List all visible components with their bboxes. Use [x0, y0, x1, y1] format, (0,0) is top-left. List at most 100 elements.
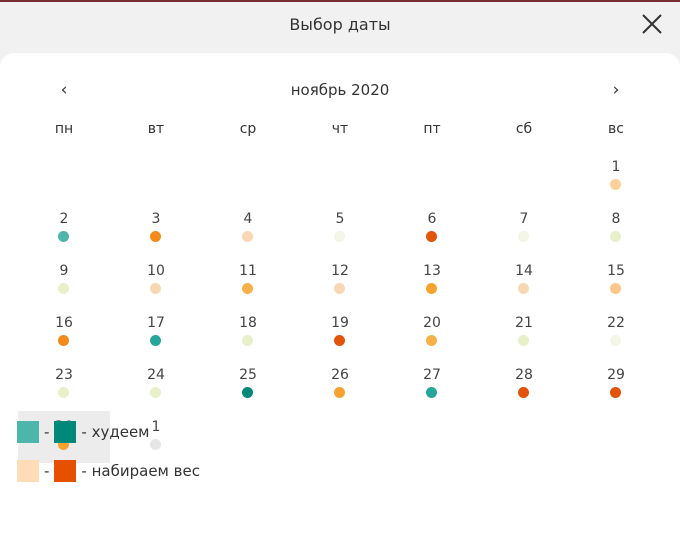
legend-swatch-light [17, 421, 39, 443]
day-indicator-dot [58, 439, 69, 450]
day-number: 2 [59, 211, 69, 227]
day-cell[interactable]: 14 [478, 255, 570, 307]
day-indicator-dot [334, 283, 345, 294]
day-cell[interactable]: 19 [294, 307, 386, 359]
day-cell[interactable]: 26 [294, 359, 386, 411]
day-indicator-dot [518, 335, 529, 346]
day-cell[interactable]: 20 [386, 307, 478, 359]
weekday-label: пт [423, 121, 441, 137]
day-indicator-dot [334, 231, 345, 242]
day-cell[interactable]: 1 [570, 151, 662, 203]
day-cell[interactable]: 24 [110, 359, 202, 411]
day-cell[interactable]: 15 [570, 255, 662, 307]
weekday-label: чт [331, 121, 349, 137]
day-cell[interactable]: 5 [294, 203, 386, 255]
day-indicator-dot [426, 283, 437, 294]
day-number: 6 [427, 211, 437, 227]
day-cell[interactable]: 4 [202, 203, 294, 255]
day-indicator-dot [610, 231, 621, 242]
day-cell[interactable]: 22 [570, 307, 662, 359]
day-number: 7 [519, 211, 529, 227]
legend-lose-weight: - - худеем [17, 421, 150, 443]
weekday-label: вс [608, 121, 624, 137]
day-cell[interactable]: 23 [18, 359, 110, 411]
top-accent-line [0, 0, 680, 2]
day-cell-next-month[interactable]: 1 [110, 411, 202, 463]
day-number: 14 [515, 263, 533, 279]
day-number: 19 [331, 315, 349, 331]
day-indicator-dot [58, 231, 69, 242]
day-cell[interactable]: 25 [202, 359, 294, 411]
legend-label: - худеем [81, 423, 150, 441]
day-number: 17 [147, 315, 165, 331]
day-indicator-dot [242, 231, 253, 242]
day-cell[interactable]: 21 [478, 307, 570, 359]
day-number: 5 [335, 211, 345, 227]
weekday-header: пн вт ср чт пт сб вс [18, 121, 662, 137]
day-cell[interactable]: 13 [386, 255, 478, 307]
month-title: ноябрь 2020 [290, 81, 390, 99]
day-indicator-dot [150, 335, 161, 346]
empty-cell [478, 151, 570, 203]
day-cell[interactable]: 12 [294, 255, 386, 307]
dialog-title: Выбор даты [289, 15, 391, 34]
day-indicator-dot [610, 335, 621, 346]
day-number: 28 [515, 367, 533, 383]
empty-cell [202, 151, 294, 203]
day-number: 8 [611, 211, 621, 227]
days-grid: 1 2 3 4 5 6 7 8 9 10 11 12 13 14 15 16 17 18 19 20 21 22 23 24 2… [18, 151, 662, 463]
day-number: 1 [151, 419, 161, 435]
day-number: 26 [331, 367, 349, 383]
day-number: 27 [423, 367, 441, 383]
day-cell[interactable]: 8 [570, 203, 662, 255]
day-number: 10 [147, 263, 165, 279]
day-number: 18 [239, 315, 257, 331]
day-cell[interactable]: 18 [202, 307, 294, 359]
day-cell[interactable]: 27 [386, 359, 478, 411]
day-cell[interactable]: 7 [478, 203, 570, 255]
empty-cell [294, 151, 386, 203]
day-cell[interactable]: 10 [110, 255, 202, 307]
day-cell[interactable]: 3 [110, 203, 202, 255]
empty-cell [386, 151, 478, 203]
day-indicator-dot [426, 231, 437, 242]
day-cell[interactable]: 11 [202, 255, 294, 307]
day-number: 13 [423, 263, 441, 279]
weekday-label: вт [147, 121, 165, 137]
day-indicator-dot [610, 387, 621, 398]
legend-label: - набираем вес [81, 462, 200, 480]
day-indicator-dot [610, 179, 621, 190]
day-cell[interactable]: 16 [18, 307, 110, 359]
close-icon [642, 14, 662, 34]
day-indicator-dot [242, 387, 253, 398]
day-indicator-dot [518, 387, 529, 398]
day-indicator-dot [150, 283, 161, 294]
day-indicator-dot [58, 283, 69, 294]
dialog-header: Выбор даты [0, 0, 680, 52]
day-number: 22 [607, 315, 625, 331]
next-month-button[interactable]: › [612, 80, 620, 100]
day-cell[interactable]: 2 [18, 203, 110, 255]
day-indicator-dot [58, 335, 69, 346]
weekday-label: сб [515, 121, 533, 137]
day-indicator-dot [426, 387, 437, 398]
day-number: 4 [243, 211, 253, 227]
day-indicator-dot [426, 335, 437, 346]
close-button[interactable] [640, 12, 664, 36]
prev-month-button[interactable]: ‹ [60, 80, 68, 100]
day-cell[interactable]: 6 [386, 203, 478, 255]
day-indicator-dot [242, 283, 253, 294]
day-cell[interactable]: 29 [570, 359, 662, 411]
day-cell[interactable]: 28 [478, 359, 570, 411]
day-number: 1 [611, 159, 621, 175]
day-indicator-dot [334, 387, 345, 398]
day-number: 20 [423, 315, 441, 331]
day-cell[interactable]: 9 [18, 255, 110, 307]
legend-dash: - [44, 462, 50, 480]
day-cell[interactable]: 17 [110, 307, 202, 359]
day-number: 24 [147, 367, 165, 383]
day-indicator-dot [58, 387, 69, 398]
legend-swatch-dark [54, 460, 77, 482]
